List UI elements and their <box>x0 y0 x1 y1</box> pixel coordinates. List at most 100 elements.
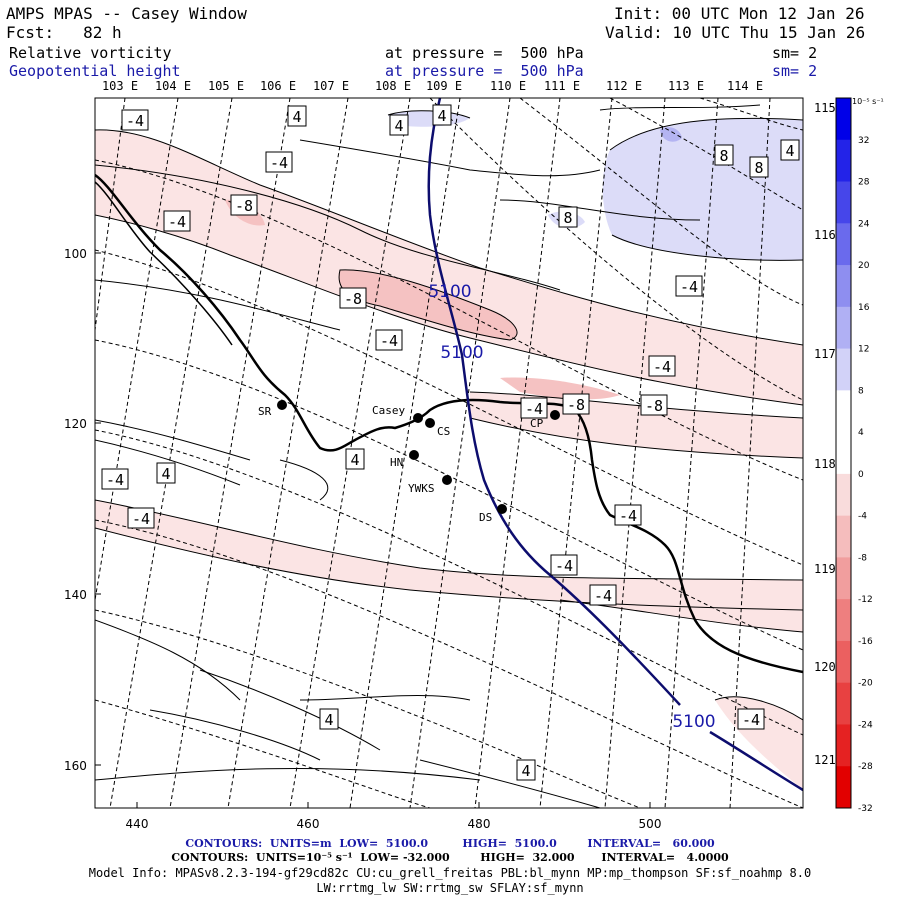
coastline <box>95 173 803 674</box>
contour-label: 4 <box>780 139 800 161</box>
contour-label: -8 <box>230 194 258 216</box>
contour-label: -4 <box>121 109 149 131</box>
ice-shelf-outline <box>95 181 233 346</box>
field2-level: at pressure = 500 hPa <box>385 62 584 80</box>
longitude-labels-top: 103 E 104 E 105 E 106 E 107 E 108 E 109 … <box>102 79 763 93</box>
y-axis-labels: 100 120 140 160 <box>64 247 87 773</box>
colorbar-swatch <box>836 223 851 266</box>
svg-text:-4: -4 <box>270 154 288 172</box>
contour-label: -4 <box>127 507 155 529</box>
contour-label: 4 <box>156 462 176 484</box>
svg-text:8: 8 <box>719 147 728 165</box>
vorticity-shade-negative <box>95 129 803 405</box>
colorbar-swatch <box>836 473 851 517</box>
colorbar-tick-label: 28 <box>858 178 870 188</box>
colorbar-swatch <box>836 181 851 224</box>
svg-text:4: 4 <box>437 107 446 125</box>
station-dot <box>413 413 423 423</box>
contour-label: -4 <box>163 210 191 232</box>
colorbar-tick-label: 32 <box>858 136 869 146</box>
svg-text:460: 460 <box>297 817 320 831</box>
svg-text:480: 480 <box>468 817 491 831</box>
colorbar-units: 10⁻⁵ s⁻¹ <box>852 97 884 106</box>
colorbar-tick-label: -24 <box>858 720 873 730</box>
contour-label: -4 <box>265 151 293 173</box>
vorticity-shade-negative <box>560 579 803 632</box>
station-dot <box>442 475 452 485</box>
svg-text:108 E: 108 E <box>375 79 411 93</box>
station-dot <box>497 504 507 514</box>
svg-text:106 E: 106 E <box>260 79 296 93</box>
colorbar-tick-label: -8 <box>858 553 867 563</box>
svg-text:-8: -8 <box>645 397 663 415</box>
svg-text:4: 4 <box>161 465 170 483</box>
svg-text:-8: -8 <box>344 290 362 308</box>
svg-text:4: 4 <box>394 117 403 135</box>
station-label: SR <box>258 405 272 418</box>
svg-text:-4: -4 <box>132 510 150 528</box>
contour-label: -4 <box>648 355 676 377</box>
svg-text:140: 140 <box>64 588 87 602</box>
vorticity-shade-negative <box>470 392 803 458</box>
colorbar-tick-label: -4 <box>858 512 867 522</box>
colorbar-swatch <box>836 599 851 642</box>
contour-label: 8 <box>714 144 734 166</box>
svg-text:109 E: 109 E <box>426 79 462 93</box>
colorbar-tick-label: 24 <box>858 219 870 229</box>
field1-name: Relative vorticity <box>9 44 172 62</box>
contour-label: -4 <box>589 584 617 606</box>
colorbar-swatch <box>836 724 851 767</box>
colorbar-swatch <box>836 98 851 141</box>
colorbar-swatch <box>836 682 851 725</box>
svg-text:-8: -8 <box>567 396 585 414</box>
svg-text:160: 160 <box>64 759 87 773</box>
station-label: CS <box>437 425 450 438</box>
svg-text:104 E: 104 E <box>155 79 191 93</box>
plot-frame <box>94 97 804 809</box>
colorbar-swatch <box>836 306 851 350</box>
svg-text:114 E: 114 E <box>727 79 763 93</box>
height-label: 5100 <box>440 343 483 363</box>
contour-label: -4 <box>550 554 578 576</box>
contour-label: 4 <box>432 104 452 126</box>
contour-label: -4 <box>101 468 129 490</box>
height-contour-info: CONTOURS: UNITS=m LOW= 5100.0 HIGH= 5100… <box>185 837 715 850</box>
field2-smoothing: sm= 2 <box>772 62 818 80</box>
svg-text:-4: -4 <box>168 213 186 231</box>
svg-text:107 E: 107 E <box>313 79 349 93</box>
contour-label: 4 <box>516 759 536 781</box>
vorticity-shade-negative <box>339 269 518 340</box>
colorbar-swatch <box>836 432 851 475</box>
contour-label: -4 <box>614 504 642 526</box>
colorbar-tick-label: -20 <box>858 679 873 689</box>
contour-label: 4 <box>389 114 409 136</box>
station-dot <box>550 410 560 420</box>
colorbar-tick-label: 16 <box>858 303 870 313</box>
colorbar-swatch <box>836 390 851 433</box>
contour-label: 4 <box>345 448 365 470</box>
svg-text:105 E: 105 E <box>208 79 244 93</box>
model-info: Model Info: MPASv8.2.3-194-gf29cd82c CU:… <box>88 866 812 880</box>
geopotential-contour-5100 <box>709 730 803 792</box>
svg-text:8: 8 <box>563 209 572 227</box>
station-label: CP <box>530 417 544 430</box>
vorticity-shade-positive <box>660 127 682 142</box>
init-time: Init: 00 UTC Mon 12 Jan 26 <box>614 4 865 23</box>
station-label: Casey <box>372 404 405 417</box>
valid-time: Valid: 10 UTC Thu 15 Jan 26 <box>605 23 866 42</box>
colorbar: 32 28 24 20 16 12 8 4 0 -4 -8 -12 -16 -20 -24 -28 -32 <box>835 97 873 814</box>
svg-text:500: 500 <box>639 817 662 831</box>
colorbar-frame <box>835 97 852 809</box>
vorticity-labels: -4 4 4 4 -4 -4 -8 8 8 8 4 -8 -4 -4 -4 -8… <box>101 104 800 781</box>
colorbar-tick-label: 4 <box>858 428 864 438</box>
svg-text:110 E: 110 E <box>490 79 526 93</box>
vorticity-shade-positive <box>602 118 803 261</box>
svg-text:-4: -4 <box>619 507 637 525</box>
field1-smoothing: sm= 2 <box>772 44 818 62</box>
colorbar-tick-label: 0 <box>858 470 864 480</box>
colorbar-tick-label: -28 <box>858 762 873 772</box>
station-label: DS <box>479 511 492 524</box>
colorbar-tick-label: 20 <box>858 261 870 271</box>
contour-label: -4 <box>675 275 703 297</box>
